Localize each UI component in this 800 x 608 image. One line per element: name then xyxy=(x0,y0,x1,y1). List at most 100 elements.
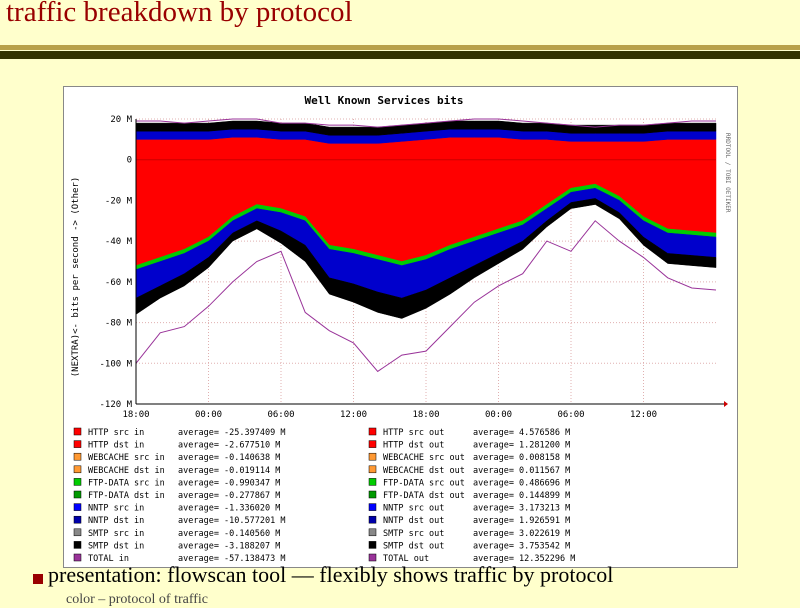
legend-label: SMTP src out xyxy=(383,529,444,539)
x-tick-label: 00:00 xyxy=(195,410,222,420)
legend-swatch xyxy=(368,440,377,448)
sub-bullet-text: color – protocol of traffic xyxy=(66,592,209,607)
legend-average: average= -0.990347 M xyxy=(178,478,280,488)
y-tick-label: 20 M xyxy=(110,115,132,125)
legend-swatch xyxy=(368,465,377,474)
legend-average: average= 3.022619 M xyxy=(473,529,570,539)
legend-swatch xyxy=(368,553,377,562)
title-rule-light xyxy=(0,45,800,50)
legend-label: HTTP dst in xyxy=(88,441,144,451)
legend-average: average= 0.008158 M xyxy=(473,453,570,463)
legend-average: average= 4.576586 M xyxy=(473,428,570,438)
legend-swatch xyxy=(73,515,82,524)
title-rule-dark xyxy=(0,51,800,59)
y-axis-label: (NEXTRA)<- bits per second -> (Other) xyxy=(71,177,81,377)
x-tick-label: 12:00 xyxy=(630,410,657,420)
bullet-text: presentation: flowscan tool –– flexibly … xyxy=(48,562,614,587)
legend-average: average= -57.138473 M xyxy=(178,554,285,564)
legend-label: TOTAL out xyxy=(383,554,429,564)
legend-swatch xyxy=(73,553,82,562)
legend-label: HTTP src in xyxy=(88,428,144,438)
x-tick-label: 12:00 xyxy=(340,410,367,420)
legend-label: SMTP src in xyxy=(88,529,144,539)
total-in-line xyxy=(135,220,717,373)
legend-swatch xyxy=(73,478,82,486)
legend-average: average= 3.173213 M xyxy=(473,504,570,514)
chart-title: Well Known Services bits xyxy=(305,94,464,107)
x-tick-label: 06:00 xyxy=(267,410,294,420)
legend-average: average= -25.397409 M xyxy=(178,428,285,438)
legend-average: average= -2.677510 M xyxy=(178,441,280,451)
legend-swatch xyxy=(73,427,82,436)
legend-label: SMTP dst in xyxy=(88,541,144,551)
y-tick-label: -100 M xyxy=(99,359,132,369)
plot-area xyxy=(135,118,717,405)
legend-label: WEBCACHE src out xyxy=(383,453,465,463)
legend-average: average= -10.577201 M xyxy=(178,516,285,526)
y-tick-label: 0 xyxy=(127,156,132,166)
legend-label: NNTP dst in xyxy=(88,516,144,526)
x-axis-arrow xyxy=(724,401,728,407)
legend-label: WEBCACHE dst in xyxy=(88,466,165,476)
legend-swatch xyxy=(368,478,377,486)
legend-swatch xyxy=(368,503,377,511)
chart-svg: Well Known Services bits (NEXTRA)<- bits… xyxy=(71,94,731,564)
legend-label: HTTP dst out xyxy=(383,441,444,451)
legend-swatch xyxy=(73,503,82,511)
legend-average: average= -0.019114 M xyxy=(178,466,280,476)
legend-label: NNTP src in xyxy=(88,504,144,514)
legend-swatch xyxy=(368,528,377,537)
y-tick-label: -20 M xyxy=(105,196,133,206)
x-tick-label: 06:00 xyxy=(557,410,584,420)
legend-swatch xyxy=(73,452,82,461)
legend-label: WEBCACHE src in xyxy=(88,453,165,463)
legend-average: average= -0.277867 M xyxy=(178,491,280,501)
bullet-marker xyxy=(33,574,43,584)
legend-average: average= 3.753542 M xyxy=(473,541,570,551)
legend-swatch xyxy=(73,528,82,537)
legend-label: TOTAL in xyxy=(88,554,129,564)
out-area-2 xyxy=(135,120,717,136)
y-tick-label: -60 M xyxy=(105,278,133,288)
legend-average: average= -0.140638 M xyxy=(178,453,280,463)
legend-label: FTP-DATA dst in xyxy=(88,491,165,501)
x-tick-label: 18:00 xyxy=(122,410,149,420)
legend-swatch xyxy=(73,465,82,474)
slide-title: traffic breakdown by protocol xyxy=(6,0,353,28)
legend-average: average= 12.352296 M xyxy=(473,554,575,564)
legend-label: NNTP src out xyxy=(383,504,444,514)
legend-average: average= 1.281200 M xyxy=(473,441,570,451)
in-area-3 xyxy=(135,198,717,319)
legend-swatch xyxy=(368,490,377,499)
legend-swatch xyxy=(73,440,82,448)
y-tick-label: -120 M xyxy=(99,400,132,410)
side-label: RRDTOOL / TOBI OETIKER xyxy=(724,133,731,213)
legend-average: average= 0.486696 M xyxy=(473,478,570,488)
x-tick-label: 00:00 xyxy=(485,410,512,420)
legend-swatch xyxy=(368,515,377,524)
legend-swatch xyxy=(368,452,377,461)
legend-label: FTP-DATA src out xyxy=(383,478,465,488)
total-out-line xyxy=(136,118,716,128)
legend-average: average= 0.011567 M xyxy=(473,466,570,476)
legend-average: average= -1.336020 M xyxy=(178,504,280,514)
legend-label: NNTP dst out xyxy=(383,516,444,526)
legend-average: average= 1.926591 M xyxy=(473,516,570,526)
legend-swatch xyxy=(368,541,377,549)
y-tick-label: -40 M xyxy=(105,237,133,247)
legend-label: HTTP src out xyxy=(383,428,444,438)
legend: HTTP src in average= -25.397409 M HTTP src… xyxy=(73,427,575,564)
legend-label: SMTP dst out xyxy=(383,541,444,551)
legend-swatch xyxy=(368,427,377,436)
legend-label: WEBCACHE dst out xyxy=(383,466,465,476)
x-tick-label: 18:00 xyxy=(412,410,439,420)
legend-swatch xyxy=(73,490,82,499)
legend-average: average= 0.144899 M xyxy=(473,491,570,501)
y-tick-label: -80 M xyxy=(105,319,133,329)
legend-average: average= -3.188207 M xyxy=(178,541,280,551)
legend-average: average= -0.140560 M xyxy=(178,529,280,539)
chart-panel: Well Known Services bits (NEXTRA)<- bits… xyxy=(63,86,738,568)
legend-label: FTP-DATA dst out xyxy=(383,491,465,501)
axes: 20 M0-20 M-40 M-60 M-80 M-100 M-120 M18:… xyxy=(99,115,728,420)
legend-label: FTP-DATA src in xyxy=(88,478,165,488)
